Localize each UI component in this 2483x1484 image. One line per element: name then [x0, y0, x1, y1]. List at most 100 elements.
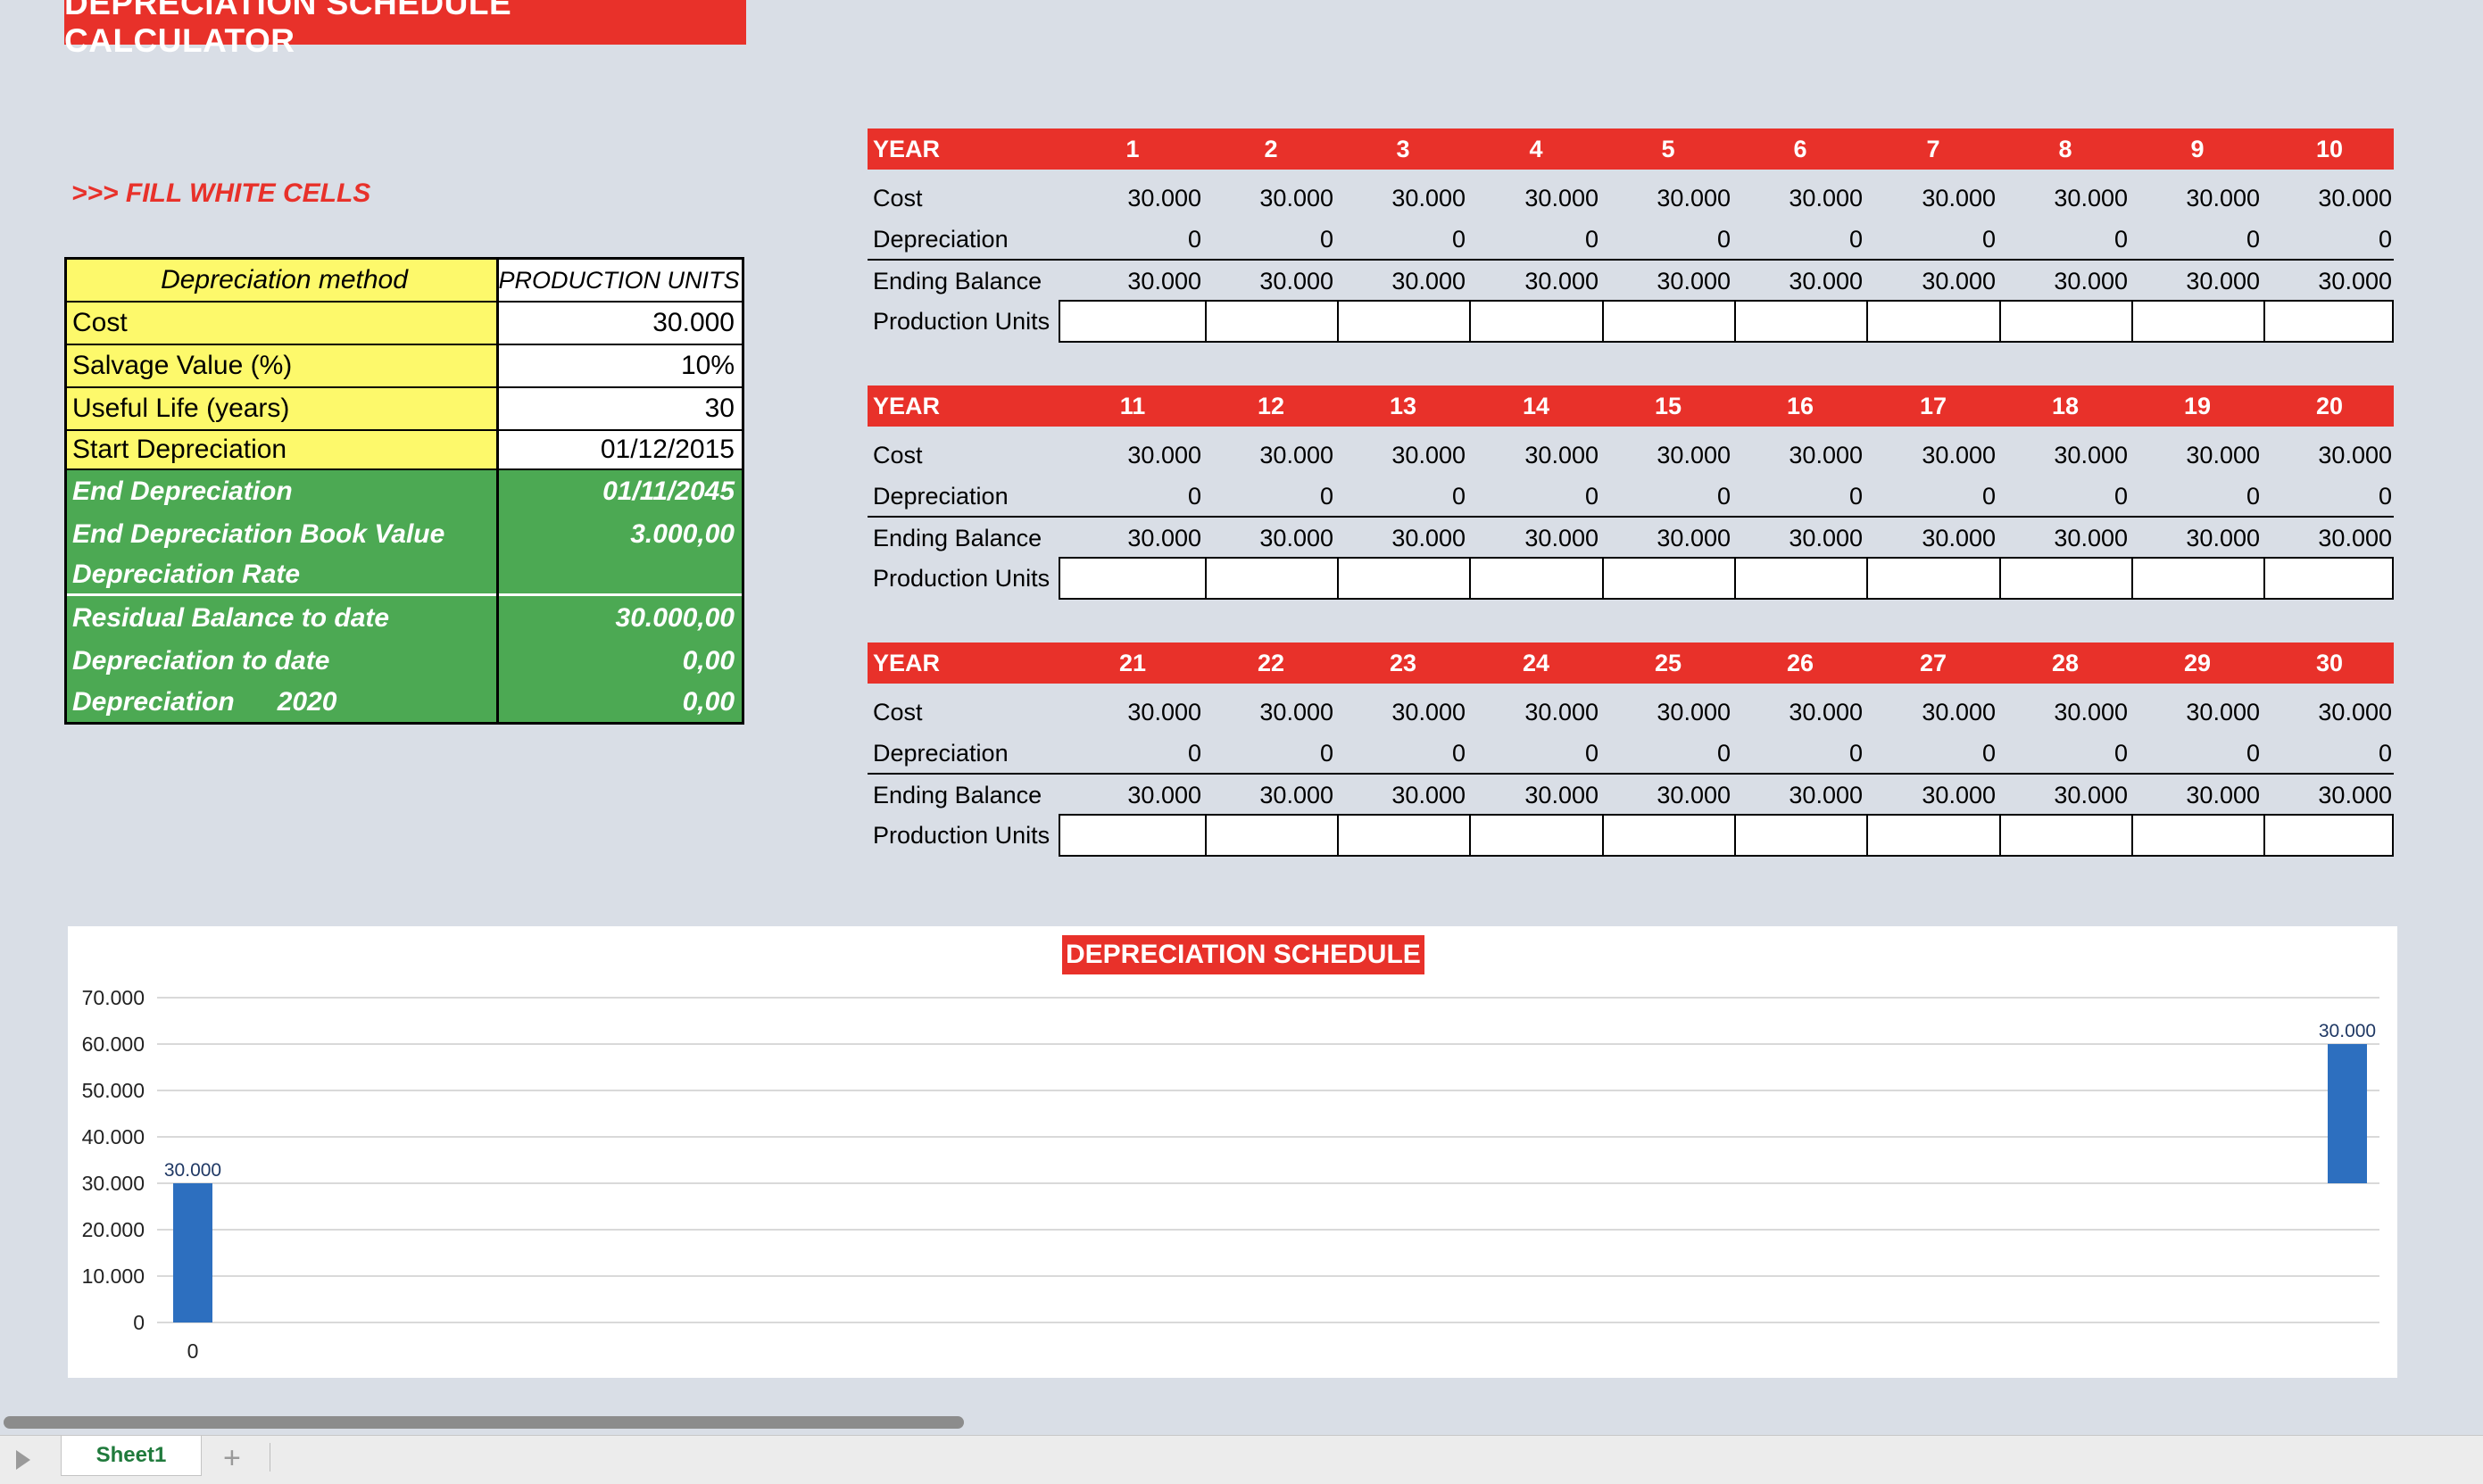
schedule-value: 0: [2113, 225, 2128, 253]
calculator-title: DEPRECIATION SCHEDULE CALCULATOR: [64, 0, 746, 59]
production-units-input[interactable]: [1337, 557, 1469, 600]
depreciation-to-date-value: 0,00: [496, 641, 742, 682]
depreciation-row: Depreciation 0 0 0 0 0 0 0 0 0 0: [868, 221, 2394, 257]
schedule-value: 30.000: [1657, 267, 1731, 294]
year-number: 10: [2315, 135, 2344, 162]
depreciation-year: 2020: [277, 686, 337, 717]
production-units-input[interactable]: [1337, 300, 1469, 343]
schedule-value: 30.000: [1922, 698, 1996, 725]
depreciation-row-label: Depreciation: [873, 225, 1009, 253]
production-units-input[interactable]: [1866, 814, 1999, 857]
schedule-value: 0: [1848, 739, 1863, 767]
year-number: 8: [2058, 135, 2072, 162]
ending-balance-row-label: Ending Balance: [873, 524, 1042, 551]
production-units-input[interactable]: [1999, 814, 2131, 857]
year-header-label: YEAR: [873, 135, 941, 162]
production-units-input[interactable]: [2263, 814, 2394, 857]
schedule-value: 0: [2113, 482, 2128, 510]
production-units-input[interactable]: [2263, 557, 2394, 600]
production-units-input[interactable]: [1866, 300, 1999, 343]
production-units-input[interactable]: [1469, 814, 1602, 857]
schedule-value: 30.000: [1524, 698, 1599, 725]
production-units-input[interactable]: [2131, 300, 2263, 343]
production-units-inputs: [1059, 814, 2394, 857]
production-units-input[interactable]: [2263, 300, 2394, 343]
schedule-value: 30.000: [1789, 698, 1863, 725]
add-sheet-icon[interactable]: +: [223, 1441, 241, 1475]
production-units-input[interactable]: [1469, 300, 1602, 343]
schedule-value: 30.000: [2318, 524, 2392, 551]
production-units-input[interactable]: [1205, 814, 1337, 857]
year-number: 5: [1661, 135, 1675, 162]
end-depreciation-value: 01/11/2045: [496, 470, 742, 513]
production-units-input[interactable]: [1734, 814, 1866, 857]
schedule-value: 30.000: [2318, 698, 2392, 725]
year-number: 22: [1257, 649, 1285, 676]
x-tick-label: 0: [187, 1339, 199, 1363]
schedule-value: 30.000: [1259, 698, 1333, 725]
useful-life-input[interactable]: 30: [704, 394, 735, 423]
schedule-value: 30.000: [1922, 184, 1996, 211]
production-units-input[interactable]: [1205, 300, 1337, 343]
depreciation-chart[interactable]: 0 10.000 20.000 30.000 40.000 50.000 60.000 70.…: [68, 926, 2397, 1378]
start-depreciation-input[interactable]: 01/12/2015: [600, 435, 735, 464]
schedule-value: 0: [1451, 739, 1466, 767]
salvage-label: Salvage Value (%): [67, 345, 496, 386]
production-units-input[interactable]: [2131, 814, 2263, 857]
schedule-value: 30.000: [1922, 267, 1996, 294]
cost-input[interactable]: 30.000: [652, 308, 735, 337]
y-tick-label: 60.000: [82, 1032, 145, 1056]
year-number: 29: [2183, 649, 2212, 676]
row-divider: [868, 259, 2394, 261]
method-label: Depreciation method: [67, 260, 496, 301]
sheet-tab-sheet1[interactable]: Sheet1: [61, 1436, 202, 1476]
schedule-table-3: YEAR 21 22 23 24 25 26 27 28 29 30 Cost 30.000 30.000…: [868, 643, 2394, 928]
schedule-value: 30.000: [1657, 441, 1731, 468]
production-units-input[interactable]: [1999, 300, 2131, 343]
schedule-value: 0: [1319, 482, 1333, 510]
year-number: 13: [1389, 392, 1417, 419]
production-units-input[interactable]: [1337, 814, 1469, 857]
year-number: 15: [1654, 392, 1682, 419]
production-units-input[interactable]: [1059, 300, 1205, 343]
production-units-row: Production Units: [868, 557, 2394, 600]
schedule-value: 30.000: [1391, 441, 1466, 468]
schedule-value: 0: [1451, 225, 1466, 253]
y-tick-label: 20.000: [82, 1218, 145, 1241]
production-units-input[interactable]: [1602, 300, 1734, 343]
production-units-label: Production Units: [873, 821, 1050, 849]
production-units-input[interactable]: [1734, 557, 1866, 600]
schedule-value: 30.000: [2186, 781, 2260, 808]
depreciation-year-text: Depreciation: [72, 686, 235, 717]
schedule-value: 30.000: [1789, 267, 1863, 294]
method-value[interactable]: PRODUCTION UNITS: [498, 266, 740, 294]
production-units-input[interactable]: [2131, 557, 2263, 600]
schedule-value: 30.000: [1391, 184, 1466, 211]
cost-row-label: Cost: [873, 184, 923, 211]
schedule-value: 30.000: [1922, 441, 1996, 468]
production-units-input[interactable]: [1205, 557, 1337, 600]
end-depreciation-label: End Depreciation: [67, 470, 496, 513]
chart-plot: 0 10.000 20.000 30.000 40.000 50.000 60.000 70.…: [82, 986, 2379, 1363]
production-units-inputs: [1059, 300, 2394, 343]
production-units-input[interactable]: [1602, 557, 1734, 600]
production-units-input[interactable]: [1469, 557, 1602, 600]
production-units-input[interactable]: [1059, 814, 1205, 857]
year-number: 26: [1786, 649, 1814, 676]
schedule-value: 30.000: [2186, 184, 2260, 211]
schedule-table-2: YEAR 11 12 13 14 15 16 17 18 19 20 Cost 30.000 30.000…: [868, 386, 2394, 671]
production-units-input[interactable]: [1734, 300, 1866, 343]
production-units-input[interactable]: [1866, 557, 1999, 600]
year-header-row: YEAR 1 2 3 4 5 6 7 8 9 10: [868, 129, 2394, 170]
play-icon[interactable]: [16, 1450, 30, 1470]
horizontal-scrollbar[interactable]: [4, 1416, 964, 1429]
production-units-input[interactable]: [1059, 557, 1205, 600]
schedule-table-1: YEAR 1 2 3 4 5 6 7 8 9 10 Cost 30.000 30.000 30.000 30.…: [868, 129, 2394, 414]
schedule-value: 0: [1981, 225, 1996, 253]
depreciation-year-label: Depreciation 2020: [67, 682, 496, 722]
production-units-input[interactable]: [1999, 557, 2131, 600]
year-number: 3: [1396, 135, 1410, 162]
production-units-input[interactable]: [1602, 814, 1734, 857]
salvage-input[interactable]: 10%: [680, 351, 735, 380]
schedule-value: 0: [1584, 225, 1599, 253]
